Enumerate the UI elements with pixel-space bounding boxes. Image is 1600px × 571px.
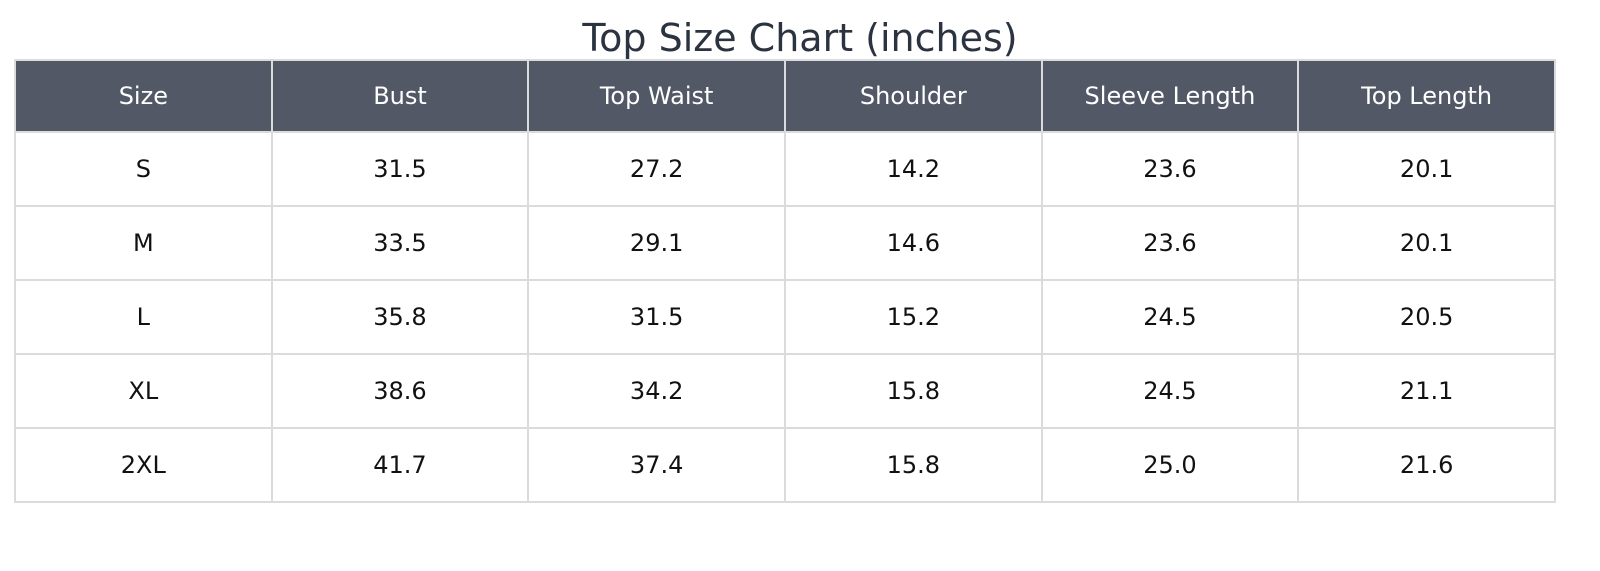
header-row: Size Bust Top Waist Shoulder Sleeve Length To… [14, 59, 1556, 133]
table-cell: XL [14, 353, 273, 429]
table-cell: 37.4 [527, 427, 786, 503]
table-cell: M [14, 205, 273, 281]
table-cell: 2XL [14, 427, 273, 503]
header-cell: Top Waist [527, 59, 786, 133]
table-cell: 20.1 [1297, 205, 1556, 281]
table-cell: 35.8 [270, 279, 530, 355]
table-body: S 31.5 27.2 14.2 23.6 20.1 M 33.5 29.1 14.6 23.6 20… [14, 131, 1556, 503]
table-cell: 23.6 [1040, 205, 1300, 281]
table-row: L 35.8 31.5 15.2 24.5 20.5 [14, 279, 1556, 355]
table-cell: 24.5 [1040, 353, 1300, 429]
table-cell: 31.5 [270, 131, 530, 207]
table-cell: 21.6 [1297, 427, 1556, 503]
table-cell: 24.5 [1040, 279, 1300, 355]
table-cell: 20.5 [1297, 279, 1556, 355]
header-cell: Sleeve Length [1040, 59, 1300, 133]
table-cell: S [14, 131, 273, 207]
header-cell: Size [14, 59, 273, 133]
table-cell: 33.5 [270, 205, 530, 281]
table-header: Size Bust Top Waist Shoulder Sleeve Length To… [14, 59, 1556, 133]
size-table: Size Bust Top Waist Shoulder Sleeve Length To… [14, 59, 1556, 503]
table-cell: 14.6 [783, 205, 1043, 281]
header-cell: Top Length [1297, 59, 1556, 133]
table-cell: 15.8 [783, 427, 1043, 503]
table-cell: 23.6 [1040, 131, 1300, 207]
table-row: XL 38.6 34.2 15.8 24.5 21.1 [14, 353, 1556, 429]
header-cell: Shoulder [783, 59, 1043, 133]
table-cell: 15.2 [783, 279, 1043, 355]
table-cell: 20.1 [1297, 131, 1556, 207]
header-cell: Bust [270, 59, 530, 133]
table-row: 2XL 41.7 37.4 15.8 25.0 21.6 [14, 427, 1556, 503]
table-cell: 31.5 [527, 279, 786, 355]
table-cell: 14.2 [783, 131, 1043, 207]
table-cell: 38.6 [270, 353, 530, 429]
table-cell: 29.1 [527, 205, 786, 281]
table-cell: 41.7 [270, 427, 530, 503]
table-cell: 25.0 [1040, 427, 1300, 503]
table-cell: 34.2 [527, 353, 786, 429]
table-cell: 27.2 [527, 131, 786, 207]
table-row: S 31.5 27.2 14.2 23.6 20.1 [14, 131, 1556, 207]
table-cell: L [14, 279, 273, 355]
title: Top Size Chart (inches) [582, 16, 1018, 60]
table-cell: 21.1 [1297, 353, 1556, 429]
table-cell: 15.8 [783, 353, 1043, 429]
table-row: M 33.5 29.1 14.6 23.6 20.1 [14, 205, 1556, 281]
